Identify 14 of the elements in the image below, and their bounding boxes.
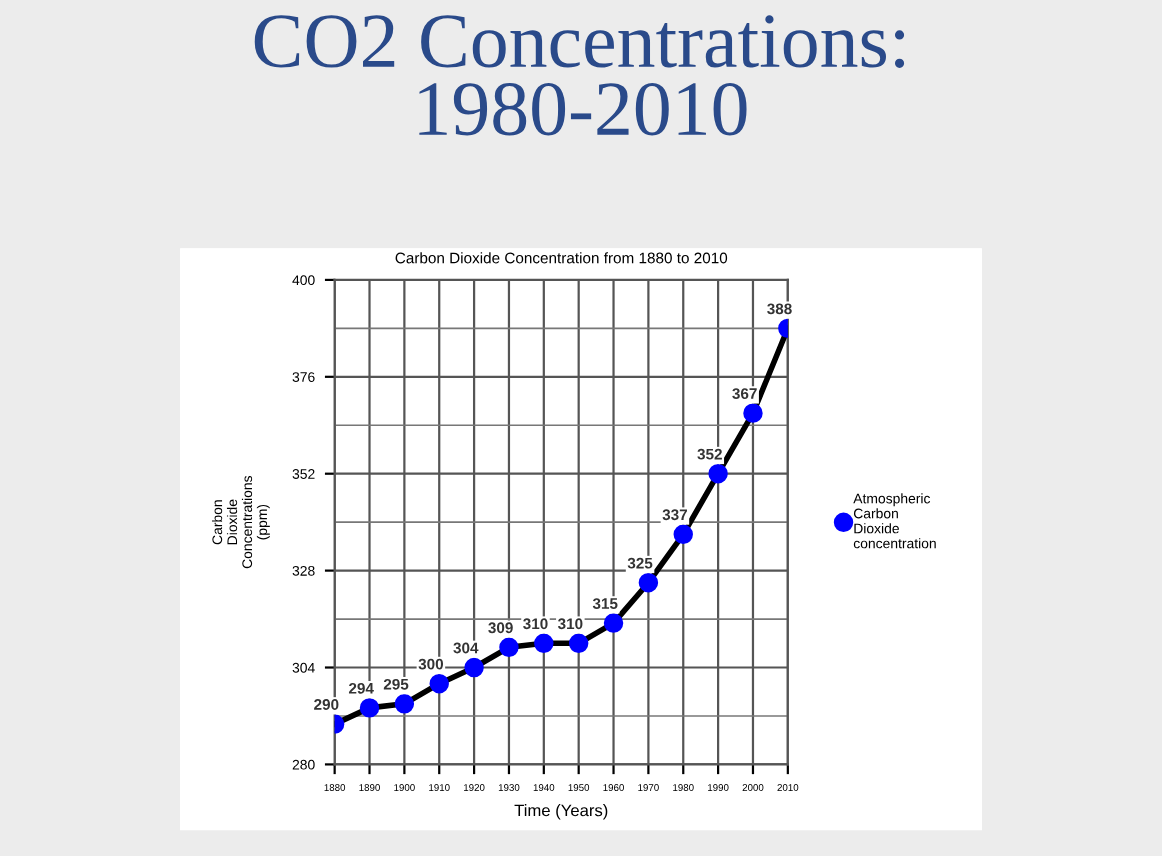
point <box>743 403 763 423</box>
point <box>638 573 659 593</box>
point <box>499 637 519 658</box>
point <box>568 633 589 654</box>
point <box>394 694 415 714</box>
x-axis-title: Time (Years) <box>514 804 608 820</box>
chart-title: CO2 Concentrations: 1980-2010 <box>254 15 905 136</box>
point <box>464 657 484 678</box>
point <box>534 633 554 654</box>
point <box>429 673 449 694</box>
point <box>603 613 624 633</box>
point <box>673 524 693 544</box>
point <box>359 698 380 718</box>
point <box>708 463 728 484</box>
